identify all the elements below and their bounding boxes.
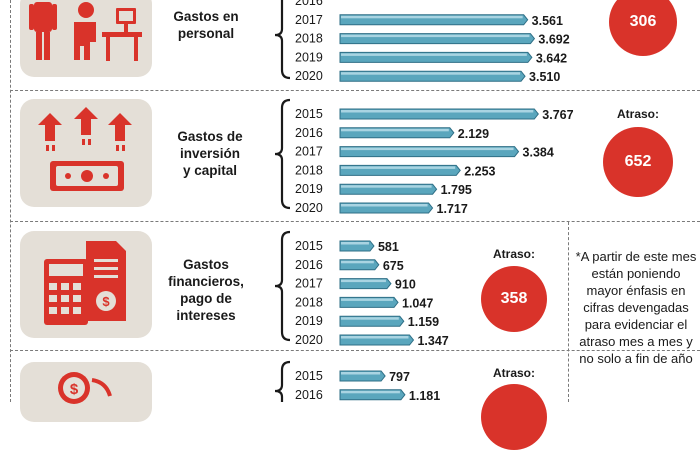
bar-value-label: 1.181 [409,389,440,402]
year-tick-label: 2015 [295,369,323,383]
note-divider [568,222,569,402]
investment-arrows-icon [20,99,152,207]
bar-value-label: 1.795 [441,183,472,197]
bar-value-label: 3.561 [532,14,563,28]
year-tick-label: 2016 [295,126,323,140]
bar-highlight [341,279,386,283]
year-tick-label: 2017 [295,277,323,291]
section-label-personal: Gastos en personal [173,9,239,41]
bar-value-label: 1.347 [417,334,448,348]
section-divider [10,350,700,351]
bar-highlight [341,110,534,113]
bar-value-label: 675 [383,259,404,273]
section-label-financieros: Gastos financieros, pago de intereses [168,257,244,323]
delay-badge-inversion: 652 [603,127,673,197]
bar-value-label: 3.510 [529,70,560,84]
year-tick-label: 2016 [295,0,323,8]
bar-highlight [341,242,369,245]
group-brace [274,230,291,342]
bar-highlight [341,336,409,339]
bar-value-label: 1.047 [402,296,433,310]
bar-value-label: 3.692 [538,33,569,47]
year-tick-label: 2020 [295,333,323,347]
section-divider [10,90,700,91]
year-tick-label: 2017 [295,145,323,159]
year-tick-label: 2015 [295,107,323,121]
bar-highlight [341,147,514,151]
office-worker-icon [20,0,152,77]
footnote: *A partir de este mes están poniendo may… [575,249,697,366]
bar-highlight [341,298,394,301]
bar-value-label: 1.717 [437,202,468,216]
bar-chart: 2016 2017 3.561 2018 3.692 2019 3.642 2020 3.510… [274,0,574,402]
year-tick-label: 2018 [295,32,323,46]
bar-highlight [341,166,456,169]
year-tick-label: 2018 [295,163,323,177]
svg-text:$: $ [102,294,110,309]
bar-highlight [341,34,530,38]
year-tick-label: 2019 [295,50,323,64]
bar-value-label: 2.129 [458,127,489,141]
bar-value-label: 3.384 [523,146,554,160]
year-tick-label: 2017 [295,13,323,27]
year-tick-label: 2015 [295,239,323,253]
bar-highlight [341,185,432,188]
bar-highlight [341,260,374,264]
year-tick-label: 2016 [295,258,323,272]
year-tick-label: 2019 [295,182,323,196]
bar-highlight [341,372,381,375]
bar-highlight [341,128,449,132]
year-tick-label: 2016 [295,388,323,402]
bar-value-label: 2.253 [464,164,495,178]
delay-label: Atraso: [492,366,535,380]
year-tick-label: 2020 [295,69,323,83]
year-tick-label: 2020 [295,201,323,215]
bar-value-label: 3.642 [536,51,567,65]
bar-highlight [341,53,527,56]
left-border [10,0,11,402]
bar-value-label: 3.767 [542,108,573,122]
delay-badge-personal: 306 [609,0,677,56]
bar-highlight [341,317,399,320]
bar-value-label: 797 [389,370,410,384]
bar-highlight [341,15,523,19]
bar-highlight [341,204,428,207]
year-tick-label: 2019 [295,314,323,328]
bar-value-label: 581 [378,240,399,254]
bar-highlight [341,72,521,75]
group-brace [274,98,291,210]
bar-highlight [341,390,400,394]
section-divider [10,221,700,222]
bar-value-label: 1.159 [408,315,439,329]
section-label-inversion: Gastos de inversión y capital [177,129,243,178]
bar-value-label: 910 [395,278,416,292]
group-brace [274,0,291,80]
delay-label: Atraso: [616,107,659,121]
year-tick-label: 2018 [295,295,323,309]
svg-text:$: $ [70,381,79,398]
delay-badge-financieros: 358 [481,266,547,332]
delay-label: Atraso: [492,247,535,261]
group-brace [274,360,291,402]
calculator-invoice-icon: $ [20,231,152,338]
